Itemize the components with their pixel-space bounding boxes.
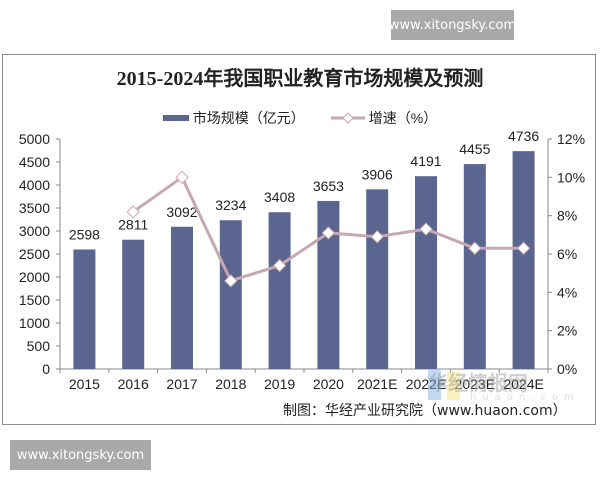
svg-text:4191: 4191: [410, 153, 441, 169]
legend-item-line: 增速（%）: [330, 108, 438, 128]
svg-text:2016: 2016: [118, 376, 149, 392]
svg-text:2022E: 2022E: [406, 376, 446, 392]
svg-text:1000: 1000: [19, 315, 50, 331]
svg-text:2000: 2000: [19, 269, 50, 285]
diamond-marker-icon: [175, 170, 189, 185]
legend-label: 增速（%）: [368, 110, 438, 126]
diamond-marker-icon: [468, 241, 482, 255]
svg-text:8%: 8%: [557, 208, 577, 224]
huaon-watermark-sub: huaon.com: [470, 392, 580, 403]
svg-text:3906: 3906: [362, 166, 393, 182]
bar: [268, 212, 291, 369]
svg-text:5000: 5000: [19, 131, 50, 147]
huaon-logo-icon: [447, 372, 460, 400]
svg-text:4455: 4455: [459, 141, 490, 157]
diamond-marker-icon: [370, 230, 384, 244]
bar: [73, 249, 96, 369]
legend: 市场规模（亿元） 增速（%）: [0, 108, 600, 128]
huaon-watermark: 华经情报网: [428, 371, 528, 395]
legend-item-bar: 市场规模（亿元）: [162, 108, 305, 128]
bar: [415, 176, 437, 369]
source-note: 制图：华经产业研究院（www.huaon.com）: [283, 403, 567, 419]
line-diamond-swatch-icon: [330, 112, 365, 124]
svg-text:2023E: 2023E: [455, 376, 495, 392]
svg-text:3000: 3000: [19, 223, 50, 239]
svg-text:1500: 1500: [19, 292, 50, 308]
svg-text:0: 0: [42, 361, 50, 377]
svg-text:0%: 0%: [557, 361, 577, 377]
svg-text:2598: 2598: [69, 226, 100, 242]
diamond-marker-icon: [516, 241, 531, 255]
watermark-bottom: www.xitongsky.com: [10, 440, 151, 470]
diamond-marker-icon: [126, 205, 140, 219]
bar: [463, 164, 486, 369]
chart-frame: [2, 54, 596, 425]
svg-text:12%: 12%: [557, 131, 585, 147]
svg-text:4500: 4500: [19, 154, 50, 170]
svg-text:2021E: 2021E: [357, 376, 397, 392]
svg-text:3653: 3653: [313, 178, 344, 194]
svg-text:10%: 10%: [557, 169, 585, 185]
svg-text:2020: 2020: [313, 376, 344, 392]
diamond-marker-icon: [272, 258, 287, 273]
diamond-marker-icon: [224, 274, 238, 288]
svg-text:2500: 2500: [19, 246, 50, 262]
svg-text:2811: 2811: [118, 217, 148, 233]
bar: [317, 200, 340, 369]
svg-text:2017: 2017: [166, 376, 197, 392]
bar: [219, 220, 242, 369]
svg-text:4736: 4736: [508, 128, 539, 144]
svg-text:2019: 2019: [264, 376, 295, 392]
chart-title: 2015-2024年我国职业教育市场规模及预测: [116, 68, 484, 90]
bar: [171, 226, 193, 369]
svg-text:2018: 2018: [215, 376, 246, 392]
svg-text:500: 500: [27, 338, 51, 354]
bar: [512, 151, 535, 369]
bar-swatch-icon: [162, 115, 189, 121]
svg-text:2%: 2%: [557, 323, 577, 339]
svg-text:3234: 3234: [215, 197, 246, 213]
diamond-marker-icon: [321, 226, 336, 240]
bar: [366, 189, 389, 369]
svg-text:3500: 3500: [19, 200, 50, 216]
legend-label: 市场规模（亿元）: [192, 110, 305, 126]
watermark-top: www.xitongsky.com: [389, 10, 516, 40]
svg-text:3408: 3408: [264, 189, 295, 205]
huaon-logo-icon: [428, 370, 441, 400]
bar: [122, 239, 145, 369]
svg-text:4%: 4%: [557, 284, 577, 300]
svg-text:2024E: 2024E: [503, 376, 543, 392]
svg-text:4000: 4000: [19, 177, 50, 193]
svg-text:6%: 6%: [557, 246, 577, 262]
svg-text:3092: 3092: [166, 204, 197, 220]
diamond-marker-icon: [419, 222, 433, 236]
svg-text:2015: 2015: [69, 376, 100, 392]
